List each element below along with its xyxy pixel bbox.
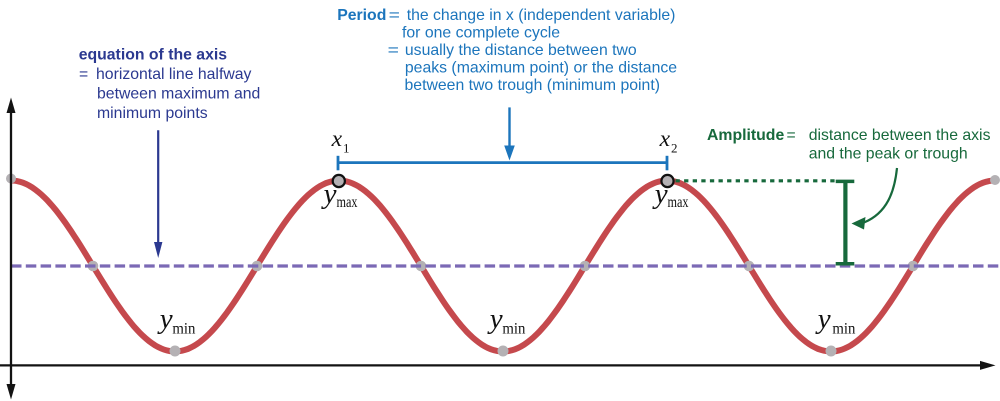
svg-text:Amplitude: Amplitude	[707, 127, 784, 144]
svg-text:1: 1	[343, 140, 350, 155]
svg-text:the change in x (independent v: the change in x (independent variable)	[407, 7, 676, 24]
svg-text:between maximum and: between maximum and	[97, 86, 260, 103]
svg-text:=: =	[79, 66, 88, 83]
svg-text:max: max	[337, 194, 358, 211]
svg-text:minimum points: minimum points	[97, 105, 208, 122]
svg-text:=: =	[388, 42, 399, 59]
svg-text:and the peak or trough: and the peak or trough	[809, 146, 968, 163]
svg-text:distance between the axis: distance between the axis	[809, 127, 991, 144]
svg-text:min: min	[832, 321, 855, 338]
svg-text:y: y	[815, 303, 831, 335]
svg-text:for one complete cycle: for one complete cycle	[402, 24, 560, 41]
svg-text:peaks (maximum point) or the d: peaks (maximum point) or the distance	[405, 59, 677, 76]
svg-text:Period: Period	[337, 7, 386, 24]
svg-text:min: min	[502, 321, 525, 338]
svg-text:between two trough (minimum po: between two trough (minimum point)	[405, 77, 661, 94]
svg-text:x: x	[659, 126, 671, 152]
svg-text:y: y	[652, 178, 668, 210]
svg-text:y: y	[321, 178, 337, 210]
svg-text:y: y	[487, 303, 503, 335]
svg-text:y: y	[157, 303, 173, 335]
svg-text:usually the distance between t: usually the distance between two	[405, 42, 637, 59]
svg-text:=: =	[787, 127, 796, 144]
svg-text:max: max	[668, 194, 689, 211]
svg-text:min: min	[172, 321, 195, 338]
svg-text:2: 2	[671, 140, 678, 155]
svg-text:horizontal line halfway: horizontal line halfway	[96, 66, 252, 83]
svg-text:x: x	[331, 126, 343, 152]
svg-text:=: =	[389, 7, 400, 24]
svg-text:equation of the axis: equation of the axis	[79, 47, 228, 64]
